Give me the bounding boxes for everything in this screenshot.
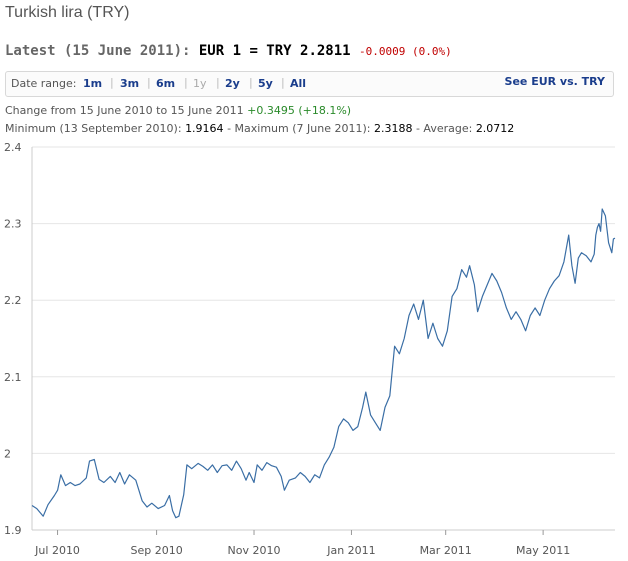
- y-tick-label: 2.2: [4, 294, 22, 307]
- range-3m-button[interactable]: 3m: [120, 77, 140, 90]
- range-separator: |: [110, 76, 114, 89]
- range-separator: |: [249, 76, 253, 89]
- range-all-button[interactable]: All: [290, 77, 307, 90]
- range-2y-button[interactable]: 2y: [225, 77, 240, 90]
- change-label: Change from 15 June 2010 to 15 June 2011: [5, 104, 244, 117]
- x-tick-label: Jul 2010: [34, 544, 80, 557]
- y-tick-label: 2.1: [4, 371, 22, 384]
- range-separator: |: [216, 76, 220, 89]
- range-separator: |: [281, 76, 285, 89]
- see-eur-vs-try-link[interactable]: See EUR vs. TRY: [504, 75, 605, 88]
- max-label: - Maximum (7 June 2011):: [227, 122, 371, 135]
- min-value: 1.9164: [185, 122, 224, 135]
- x-tick-label: Sep 2010: [130, 544, 182, 557]
- avg-value: 2.0712: [475, 122, 515, 135]
- latest-prefix: Latest (15 June 2011):: [5, 43, 191, 59]
- range-6m-button[interactable]: 6m: [156, 77, 176, 90]
- y-tick-label: 2: [4, 447, 11, 460]
- x-tick-label: Jan 2011: [326, 544, 375, 557]
- x-tick-label: May 2011: [516, 544, 570, 557]
- latest-pair: EUR 1 = TRY 2.2811: [198, 43, 351, 59]
- range-1m-button[interactable]: 1m: [83, 77, 103, 90]
- range-1y-button: 1y: [193, 77, 207, 90]
- minmax-stat: Minimum (13 September 2010): 1.9164 - Ma…: [5, 122, 514, 135]
- y-tick-label: 2.3: [4, 218, 22, 231]
- x-tick-label: Mar 2011: [420, 544, 472, 557]
- min-label: Minimum (13 September 2010):: [5, 122, 182, 135]
- range-5y-button[interactable]: 5y: [258, 77, 273, 90]
- max-value: 2.3188: [373, 122, 413, 135]
- range-separator: |: [184, 76, 188, 89]
- date-range-label: Date range:: [11, 77, 77, 90]
- y-tick-label: 1.9: [4, 524, 22, 537]
- page-title: Turkish lira (TRY): [5, 4, 130, 21]
- range-separator: |: [147, 76, 151, 89]
- change-stat: Change from 15 June 2010 to 15 June 2011…: [5, 104, 351, 117]
- latest-rate: Latest (15 June 2011): EUR 1 = TRY 2.281…: [5, 43, 452, 59]
- avg-label: - Average:: [415, 122, 473, 135]
- y-tick-label: 2.4: [4, 141, 22, 154]
- change-value: +0.3495 (+18.1%): [247, 104, 352, 117]
- date-range-bar: Date range: 1m | 3m | 6m | 1y | 2y | 5y …: [5, 71, 614, 97]
- x-tick-label: Nov 2010: [228, 544, 281, 557]
- latest-delta: -0.0009 (0.0%): [359, 45, 452, 58]
- series-line: [31, 208, 616, 519]
